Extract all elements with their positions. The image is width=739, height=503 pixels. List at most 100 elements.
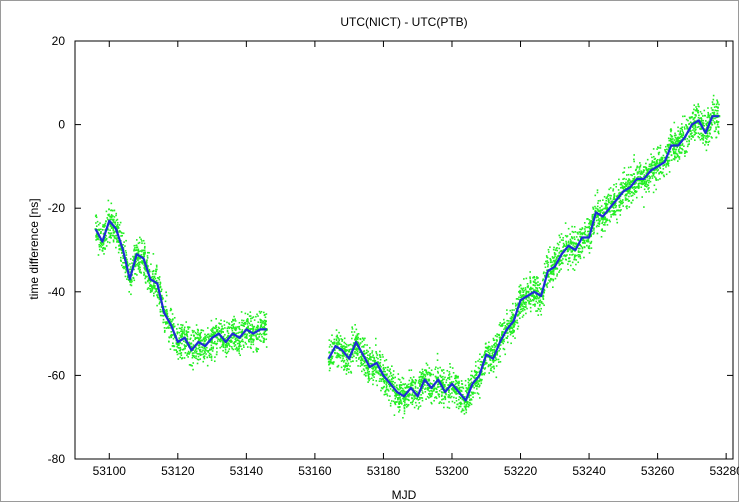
scatter-dot bbox=[529, 298, 532, 301]
scatter-dot bbox=[547, 265, 549, 268]
scatter-dot bbox=[492, 348, 494, 351]
scatter-dot bbox=[509, 322, 511, 324]
scatter-dot bbox=[397, 397, 399, 399]
scatter-dot bbox=[362, 368, 365, 370]
scatter-dot bbox=[567, 248, 569, 251]
scatter-dot bbox=[601, 222, 603, 225]
scatter-dot bbox=[336, 334, 338, 337]
scatter-dot bbox=[109, 234, 112, 237]
scatter-dot bbox=[110, 216, 113, 219]
scatter-dot bbox=[457, 382, 459, 385]
scatter-dot bbox=[552, 279, 554, 282]
scatter-dot bbox=[639, 172, 642, 174]
scatter-dot bbox=[149, 284, 152, 286]
scatter-dot bbox=[109, 223, 111, 226]
scatter-dot bbox=[557, 243, 560, 246]
scatter-dot bbox=[122, 256, 125, 259]
scatter-dot bbox=[707, 107, 709, 109]
scatter-dot bbox=[546, 260, 549, 262]
scatter-dot bbox=[667, 156, 670, 159]
scatter-dot bbox=[204, 348, 206, 350]
scatter-dot bbox=[632, 180, 634, 183]
scatter-dot bbox=[657, 179, 659, 181]
scatter-dot bbox=[375, 380, 378, 382]
scatter-dot bbox=[355, 347, 358, 349]
scatter-dot bbox=[172, 325, 174, 327]
scatter-dot bbox=[403, 390, 406, 393]
scatter-dot bbox=[414, 387, 417, 389]
scatter-dot bbox=[705, 141, 707, 144]
scatter-dot bbox=[436, 370, 439, 373]
scatter-dot bbox=[543, 288, 545, 291]
scatter-dot bbox=[596, 205, 599, 208]
scatter-dot bbox=[420, 373, 423, 376]
scatter-dot bbox=[704, 114, 706, 117]
scatter-dot bbox=[213, 342, 216, 345]
scatter-dot bbox=[715, 103, 718, 106]
scatter-dot bbox=[417, 380, 420, 382]
scatter-dot bbox=[609, 220, 611, 223]
scatter-dot bbox=[165, 309, 167, 312]
scatter-dot bbox=[510, 342, 512, 345]
scatter-dot bbox=[172, 342, 174, 345]
scatter-dot bbox=[654, 162, 656, 165]
scatter-dot bbox=[347, 371, 350, 374]
scatter-dot bbox=[210, 344, 213, 347]
scatter-dot bbox=[438, 393, 441, 396]
scatter-dot bbox=[197, 331, 199, 333]
scatter-dot bbox=[335, 335, 338, 338]
scatter-dot bbox=[559, 259, 562, 261]
scatter-dot bbox=[420, 379, 423, 382]
scatter-dot bbox=[666, 148, 668, 151]
scatter-dot bbox=[137, 249, 140, 252]
scatter-dot bbox=[136, 257, 139, 260]
scatter-dot bbox=[518, 290, 520, 293]
scatter-dot bbox=[470, 370, 473, 373]
scatter-dot bbox=[489, 348, 491, 350]
scatter-dot bbox=[238, 343, 241, 346]
scatter-dot bbox=[153, 285, 156, 288]
scatter-dot bbox=[713, 103, 716, 106]
scatter-dot bbox=[715, 120, 718, 122]
scatter-dot bbox=[110, 227, 113, 229]
scatter-dot bbox=[108, 236, 111, 239]
scatter-dot bbox=[397, 393, 400, 396]
scatter-dot bbox=[478, 385, 481, 388]
scatter-dot bbox=[405, 403, 408, 406]
scatter-dot bbox=[648, 187, 650, 189]
scatter-dot bbox=[361, 359, 364, 362]
scatter-dot bbox=[183, 333, 186, 336]
scatter-dot bbox=[448, 378, 451, 381]
scatter-dot bbox=[408, 379, 411, 382]
scatter-dot bbox=[252, 316, 255, 318]
scatter-dot bbox=[509, 326, 511, 329]
scatter-dot bbox=[190, 334, 193, 337]
scatter-dot bbox=[602, 199, 604, 201]
scatter-dot bbox=[534, 297, 536, 300]
scatter-dot bbox=[391, 376, 394, 379]
scatter-dot bbox=[693, 130, 696, 133]
scatter-dot bbox=[236, 336, 238, 339]
scatter-dot bbox=[169, 307, 172, 310]
scatter-dot bbox=[230, 327, 233, 330]
scatter-dot bbox=[480, 373, 483, 376]
y-axis-title: time difference [ns] bbox=[27, 198, 41, 299]
scatter-dot bbox=[648, 165, 651, 168]
scatter-dot bbox=[259, 318, 262, 321]
scatter-dot bbox=[256, 324, 259, 327]
scatter-dot bbox=[536, 310, 539, 312]
scatter-dot bbox=[145, 262, 148, 265]
scatter-dot bbox=[152, 287, 154, 290]
scatter-dot bbox=[232, 319, 234, 321]
scatter-dot bbox=[466, 387, 469, 390]
scatter-dot bbox=[129, 271, 131, 273]
scatter-dot bbox=[212, 329, 214, 331]
scatter-dot bbox=[640, 173, 643, 175]
scatter-dot bbox=[408, 386, 411, 388]
scatter-dot bbox=[224, 346, 227, 349]
scatter-dot bbox=[547, 264, 549, 266]
scatter-dot bbox=[183, 326, 186, 329]
scatter-dot bbox=[162, 321, 164, 324]
scatter-dot bbox=[523, 306, 525, 308]
scatter-dot bbox=[674, 155, 676, 158]
